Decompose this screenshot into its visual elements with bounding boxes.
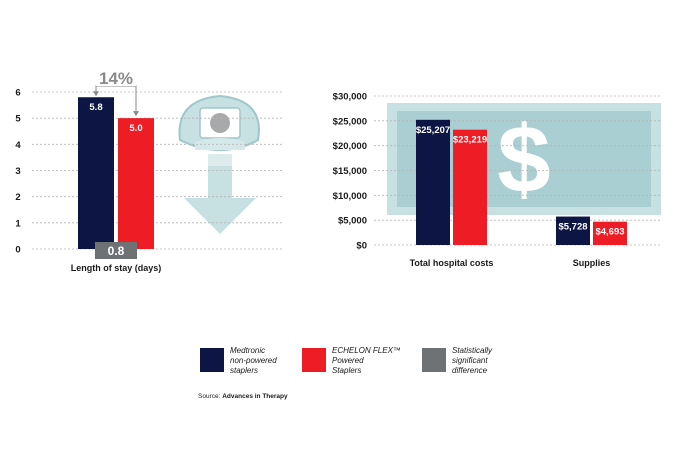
bar: [593, 221, 627, 245]
y-tick-label: 5: [15, 114, 21, 125]
y-tick-label: 1: [15, 218, 21, 229]
percent-label-bg: [96, 70, 136, 86]
significant-difference-box: [95, 242, 137, 259]
y-tick-label: $15,000: [333, 166, 367, 177]
y-tick-label: $0: [356, 241, 367, 252]
costs-chart: $0 $5,000 $10,000 $15,000 $20,000 $25,000 $30,…: [333, 92, 660, 268]
data-label: 5.0: [129, 123, 142, 134]
significant-difference-label: 0.8: [108, 244, 125, 258]
y-tick-label: 4: [15, 140, 21, 151]
y-tick-label: 3: [15, 166, 20, 177]
svg-text:$: $: [497, 106, 550, 213]
bar: [78, 97, 114, 249]
bar: [416, 119, 450, 245]
data-label: $25,207: [416, 125, 450, 136]
legend-swatch-echelon: [302, 348, 326, 372]
legend-label-medtronic: Medtronic non-powered staplers: [230, 346, 277, 375]
y-tick-label: $10,000: [333, 191, 367, 202]
length-of-stay-chart: 0 1 2 3 4 5 6 5.8 5.0 Length of stay (days) 14% 0.8: [15, 69, 282, 273]
data-label: 5.8: [89, 102, 102, 113]
x-category-label: Supplies: [573, 258, 611, 268]
hospital-bed-down-arrow-icon: [178, 94, 260, 234]
x-category-label: Total hospital costs: [410, 258, 494, 268]
arrow-head: [93, 91, 99, 97]
data-label: $5,728: [558, 222, 587, 233]
source-name: Advances in Therapy: [222, 393, 288, 400]
legend-label-echelon: ECHELON FLEX™ Powered Staplers: [332, 346, 401, 375]
source-note: Source: Advances in Therapy: [198, 393, 288, 400]
legend-swatch-significant: [422, 348, 446, 372]
data-label: $4,693: [595, 227, 624, 238]
x-category-label: Length of stay (days): [71, 263, 162, 273]
y-tick-label: $20,000: [333, 141, 367, 152]
y-tick-label: $30,000: [333, 92, 367, 103]
legend-label-significant: Statistically significant difference: [452, 346, 493, 375]
y-tick-label: $5,000: [338, 216, 367, 227]
y-tick-label: 2: [15, 192, 20, 203]
y-tick-label: 6: [15, 88, 20, 99]
y-tick-label: 0: [15, 245, 20, 256]
source-prefix: Source:: [198, 393, 221, 400]
bar: [118, 118, 154, 250]
legend-swatch-medtronic: [200, 348, 224, 372]
bar: [556, 216, 590, 245]
data-label: $23,219: [453, 135, 487, 146]
bar: [453, 129, 487, 245]
arrow-head: [133, 111, 139, 117]
y-tick-label: $25,000: [333, 116, 367, 127]
percent-difference-label: 14%: [99, 69, 133, 88]
